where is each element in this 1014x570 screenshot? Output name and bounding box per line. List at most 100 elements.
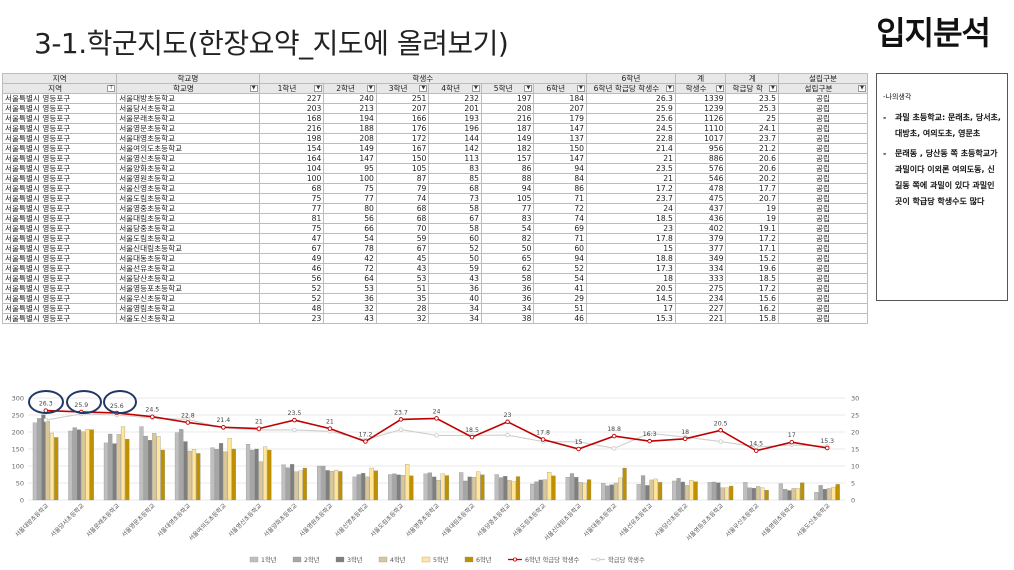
table-cell[interactable]: 142 [428, 143, 482, 154]
table-cell[interactable]: 58 [428, 203, 482, 214]
table-cell[interactable]: 334 [674, 263, 727, 274]
table-cell[interactable]: 공립 [777, 203, 869, 214]
table-cell[interactable]: 서울당중초등학교 [116, 223, 260, 234]
table-cell[interactable]: 35 [375, 293, 430, 304]
table-cell[interactable]: 193 [428, 113, 482, 124]
table-cell[interactable]: 42 [323, 253, 377, 264]
table-cell[interactable]: 379 [674, 233, 727, 244]
table-cell[interactable]: 서울대방초등학교 [116, 93, 260, 104]
table-cell[interactable]: 서울특별시 영등포구 [1, 303, 118, 314]
table-cell[interactable]: 15.2 [725, 253, 779, 264]
table-cell[interactable]: 서울양화초등학교 [116, 163, 260, 174]
table-cell[interactable]: 232 [428, 93, 482, 104]
table-cell[interactable]: 서울특별시 영등포구 [1, 203, 118, 214]
table-cell[interactable]: 21 [585, 153, 676, 164]
table-cell[interactable]: 478 [674, 183, 727, 194]
table-cell[interactable]: 402 [674, 223, 727, 234]
table-cell[interactable]: 서울특별시 영등포구 [1, 143, 118, 154]
table-cell[interactable]: 17.2 [585, 183, 676, 194]
table-cell[interactable]: 18.8 [585, 253, 676, 264]
table-cell[interactable]: 50 [428, 253, 482, 264]
table-cell[interactable]: 19.6 [725, 263, 779, 274]
table-cell[interactable]: 207 [533, 103, 587, 114]
table-cell[interactable]: 147 [533, 153, 587, 164]
table-cell[interactable]: 서울영신초등학교 [116, 153, 260, 164]
table-cell[interactable]: 59 [428, 263, 482, 274]
table-cell[interactable]: 38 [480, 313, 535, 324]
table-cell[interactable]: 서울특별시 영등포구 [1, 263, 118, 274]
table-cell[interactable]: 서울대림초등학교 [116, 213, 260, 224]
table-cell[interactable]: 105 [375, 163, 430, 174]
table-cell[interactable]: 41 [533, 283, 587, 294]
table-cell[interactable]: 68 [375, 213, 430, 224]
table-cell[interactable]: 서울특별시 영등포구 [1, 253, 118, 264]
table-cell[interactable]: 15.8 [725, 313, 779, 324]
table-cell[interactable]: 43 [375, 263, 430, 274]
filter-dropdown-icon[interactable]: ▼ [471, 85, 480, 92]
table-cell[interactable]: 50 [480, 243, 535, 254]
table-cell[interactable]: 94 [480, 183, 535, 194]
table-cell[interactable]: 서울영원초등학교 [116, 173, 260, 184]
table-cell[interactable]: 23.5 [725, 93, 779, 104]
table-cell[interactable]: 46 [533, 313, 587, 324]
table-cell[interactable]: 149 [480, 133, 535, 144]
table-cell[interactable]: 227 [258, 93, 325, 104]
table-cell[interactable]: 58 [428, 223, 482, 234]
table-cell[interactable]: 17.3 [585, 263, 676, 274]
table-cell[interactable]: 서울특별시 영등포구 [1, 213, 118, 224]
table-cell[interactable]: 43 [323, 313, 377, 324]
table-cell[interactable]: 24.1 [725, 123, 779, 134]
table-cell[interactable]: 67 [375, 243, 430, 254]
table-cell[interactable]: 서울특별시 영등포구 [1, 153, 118, 164]
table-cell[interactable]: 1239 [674, 103, 727, 114]
table-cell[interactable]: 공립 [777, 283, 869, 294]
table-cell[interactable]: 65 [480, 253, 535, 264]
filter-dropdown-icon[interactable]: ▼ [249, 85, 258, 92]
table-cell[interactable]: 서울특별시 영등포구 [1, 173, 118, 184]
filter-dropdown-icon[interactable]: ▼ [366, 85, 375, 92]
table-cell[interactable]: 17.2 [725, 233, 779, 244]
table-cell[interactable]: 172 [375, 133, 430, 144]
table-cell[interactable]: 1126 [674, 113, 727, 124]
table-cell[interactable]: 40 [428, 293, 482, 304]
table-cell[interactable]: 60 [533, 243, 587, 254]
table-cell[interactable]: 72 [533, 203, 587, 214]
table-cell[interactable]: 251 [375, 93, 430, 104]
table-cell[interactable]: 18 [585, 273, 676, 284]
table-cell[interactable]: 86 [533, 183, 587, 194]
table-cell[interactable]: 187 [480, 123, 535, 134]
table-cell[interactable]: 51 [533, 303, 587, 314]
table-cell[interactable]: 377 [674, 243, 727, 254]
table-cell[interactable]: 150 [375, 153, 430, 164]
table-cell[interactable]: 78 [323, 243, 377, 254]
table-cell[interactable]: 서울특별시 영등포구 [1, 123, 118, 134]
table-cell[interactable]: 68 [428, 183, 482, 194]
table-cell[interactable]: 198 [258, 133, 325, 144]
table-cell[interactable]: 21.4 [585, 143, 676, 154]
filter-dropdown-icon[interactable]: ▼ [665, 85, 674, 92]
table-cell[interactable]: 349 [674, 253, 727, 264]
table-cell[interactable]: 43 [428, 273, 482, 284]
table-cell[interactable]: 18.5 [725, 273, 779, 284]
table-cell[interactable]: 52 [258, 283, 325, 294]
table-cell[interactable]: 17.8 [585, 233, 676, 244]
table-cell[interactable]: 240 [323, 93, 377, 104]
table-cell[interactable]: 207 [375, 103, 430, 114]
table-cell[interactable]: 34 [428, 313, 482, 324]
table-cell[interactable]: 서울특별시 영등포구 [1, 193, 118, 204]
table-cell[interactable]: 54 [480, 223, 535, 234]
table-cell[interactable]: 95 [323, 163, 377, 174]
table-cell[interactable]: 서울특별시 영등포구 [1, 313, 118, 324]
table-cell[interactable]: 공립 [777, 173, 869, 184]
table-cell[interactable]: 17.1 [725, 243, 779, 254]
table-cell[interactable]: 66 [323, 223, 377, 234]
table-cell[interactable]: 157 [480, 153, 535, 164]
table-cell[interactable]: 104 [258, 163, 325, 174]
table-cell[interactable]: 24.5 [585, 123, 676, 134]
table-cell[interactable]: 공립 [777, 93, 869, 104]
table-cell[interactable]: 53 [375, 273, 430, 284]
table-cell[interactable]: 71 [533, 233, 587, 244]
table-cell[interactable]: 147 [533, 123, 587, 134]
table-cell[interactable]: 15.3 [585, 313, 676, 324]
table-cell[interactable]: 208 [480, 103, 535, 114]
